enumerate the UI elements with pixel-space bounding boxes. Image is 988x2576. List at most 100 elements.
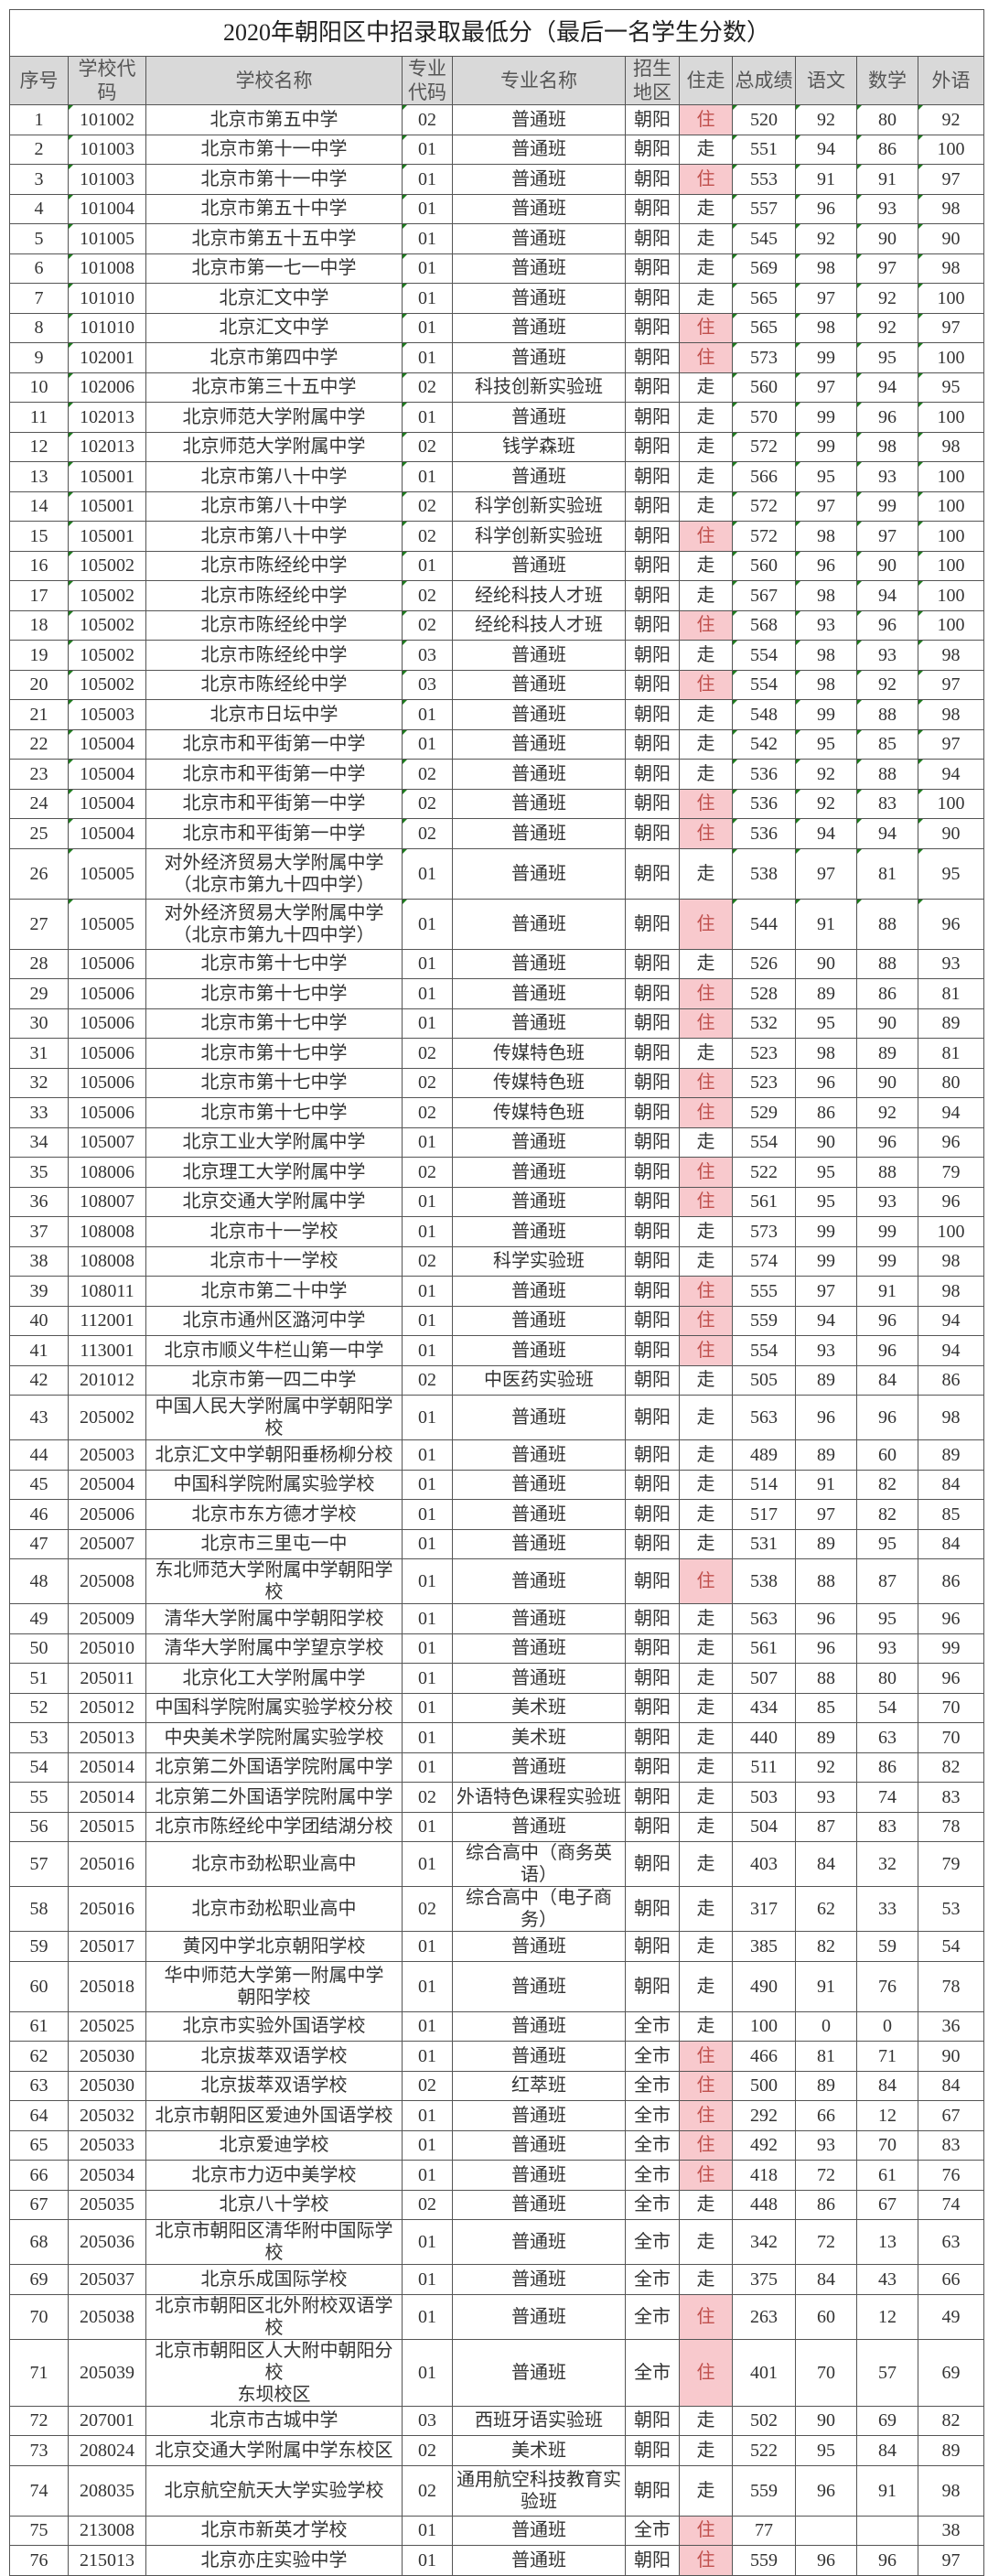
cell-board-type: 住 (679, 2545, 733, 2576)
cell-seq: 6 (9, 253, 69, 284)
cell-board-type: 住 (679, 104, 733, 135)
cell-region: 朝阳 (625, 193, 680, 224)
cell-seq: 70 (9, 2293, 69, 2340)
cell-total-score: 538 (732, 847, 796, 900)
cell-major-name: 普通班 (452, 948, 626, 979)
cell-math-score: 84 (856, 2070, 918, 2101)
cell-board-type: 住 (679, 1276, 733, 1307)
table-row: 70 205038 北京市朝阳区北外附校双语学校 01 普通班 全市住 263 60 12 49 (9, 2293, 985, 2340)
cell-school-code: 108011 (68, 1276, 146, 1307)
cell-major-code: 01 (402, 1663, 453, 1694)
cell-major-code: 02 (402, 1782, 453, 1813)
cell-total-score: 500 (732, 2070, 796, 2101)
cell-region: 朝阳 (625, 609, 680, 641)
cell-school-name: 北京师范大学附属中学 (145, 402, 403, 433)
cell-math-score: 97 (856, 521, 918, 552)
cell-board-type: 走 (679, 2189, 733, 2220)
cell-total-score: 490 (732, 1960, 796, 2012)
cell-major-name: 美术班 (452, 2435, 626, 2466)
cell-school-code: 205037 (68, 2264, 146, 2295)
cell-major-code: 01 (402, 1008, 453, 1039)
cell-english-score: 74 (917, 2189, 985, 2220)
table-row: 67 205035 北京八十学校 02 普通班 全市走 448 86 67 74 (9, 2189, 985, 2220)
cell-seq: 39 (9, 1276, 69, 1307)
cell-region: 朝阳 (625, 1186, 680, 1217)
cell-school-code: 205035 (68, 2189, 146, 2220)
cell-school-name: 北京市第十七中学 (145, 1038, 403, 1069)
cell-school-code: 213008 (68, 2515, 146, 2546)
cell-school-code: 205003 (68, 1439, 146, 1471)
cell-school-name: 北京市十一学校 (145, 1245, 403, 1277)
cell-english-score: 92 (917, 104, 985, 135)
cell-seq: 28 (9, 948, 69, 979)
cell-math-score: 93 (856, 1633, 918, 1664)
cell-english-score: 98 (917, 431, 985, 462)
cell-school-code: 105001 (68, 521, 146, 552)
cell-math-score: 70 (856, 2129, 918, 2161)
cell-seq: 72 (9, 2405, 69, 2436)
header-row: 序号 学校代码 学校名称 专业 代码 专业名称 招生 地区 住走 总成绩 语文 数学 外语 (9, 56, 985, 105)
cell-english-score: 98 (917, 1245, 985, 1277)
cell-major-code: 01 (402, 1558, 453, 1604)
cell-math-score: 96 (856, 1335, 918, 1366)
cell-chinese-score: 97 (795, 1276, 857, 1307)
cell-board-type: 走 (679, 2264, 733, 2295)
cell-major-code: 02 (402, 521, 453, 552)
cell-school-code: 205016 (68, 1886, 146, 1932)
cell-major-name: 普通班 (452, 2545, 626, 2576)
cell-english-score: 100 (917, 580, 985, 611)
cell-major-name: 普通班 (452, 1335, 626, 1366)
cell-major-code: 01 (402, 898, 453, 950)
cell-english-score: 98 (917, 2464, 985, 2517)
cell-major-name: 普通班 (452, 2129, 626, 2161)
cell-seq: 40 (9, 1305, 69, 1336)
cell-chinese-score: 95 (795, 728, 857, 760)
cell-seq: 25 (9, 818, 69, 849)
cell-board-type: 住 (679, 1097, 733, 1128)
cell-major-name: 综合高中（电子商务） (452, 1886, 626, 1932)
cell-english-score: 90 (917, 223, 985, 254)
cell-board-type: 住 (679, 2100, 733, 2131)
cell-chinese-score (795, 2515, 857, 2546)
cell-math-score: 94 (856, 372, 918, 403)
cell-region: 全市 (625, 2338, 680, 2407)
cell-chinese-score: 93 (795, 1335, 857, 1366)
cell-major-code: 01 (402, 1811, 453, 1842)
cell-major-code: 01 (402, 2545, 453, 2576)
cell-school-code: 101010 (68, 312, 146, 343)
cell-school-code: 101010 (68, 283, 146, 314)
cell-chinese-score: 86 (795, 1097, 857, 1128)
table-row: 34 105007 北京工业大学附属中学 01 普通班 朝阳走 554 90 96 96 (9, 1126, 985, 1158)
cell-board-type: 走 (679, 640, 733, 671)
cell-school-code: 105002 (68, 669, 146, 700)
cell-seq: 59 (9, 1931, 69, 1962)
cell-major-code: 01 (402, 1692, 453, 1723)
cell-math-score: 84 (856, 1364, 918, 1396)
cell-region: 朝阳 (625, 521, 680, 552)
cell-region: 朝阳 (625, 1067, 680, 1098)
cell-region: 全市 (625, 2160, 680, 2191)
cell-school-name: 北京市朝阳区北外附校双语学校 (145, 2293, 403, 2340)
cell-chinese-score: 90 (795, 948, 857, 979)
cell-english-score: 100 (917, 1216, 985, 1247)
cell-school-code: 102006 (68, 372, 146, 403)
cell-school-name: 北京市东方德才学校 (145, 1499, 403, 1530)
cell-chinese-score: 60 (795, 2293, 857, 2340)
cell-region: 朝阳 (625, 898, 680, 950)
cell-board-type: 走 (679, 699, 733, 730)
table-row: 59 205017 黄冈中学北京朝阳学校 01 普通班 朝阳走 385 82 59 54 (9, 1931, 985, 1962)
cell-chinese-score: 96 (795, 2464, 857, 2517)
cell-chinese-score: 98 (795, 521, 857, 552)
cell-major-name: 普通班 (452, 1216, 626, 1247)
cell-school-name: 北京市朝阳区爱迪外国语学校 (145, 2100, 403, 2131)
cell-board-type: 走 (679, 253, 733, 284)
cell-school-code: 205030 (68, 2070, 146, 2101)
cell-total-score: 566 (732, 461, 796, 492)
table-row: 11 102013 北京师范大学附属中学 01 普通班 朝阳走 570 99 96 100 (9, 402, 985, 433)
table-row: 52 205012 中国科学院附属实验学校分校 01 美术班 朝阳走 434 85 54 70 (9, 1692, 985, 1723)
cell-total-score: 317 (732, 1886, 796, 1932)
cell-math-score: 86 (856, 1751, 918, 1783)
cell-total-score: 542 (732, 728, 796, 760)
cell-english-score: 96 (917, 1603, 985, 1634)
cell-chinese-score: 91 (795, 164, 857, 195)
